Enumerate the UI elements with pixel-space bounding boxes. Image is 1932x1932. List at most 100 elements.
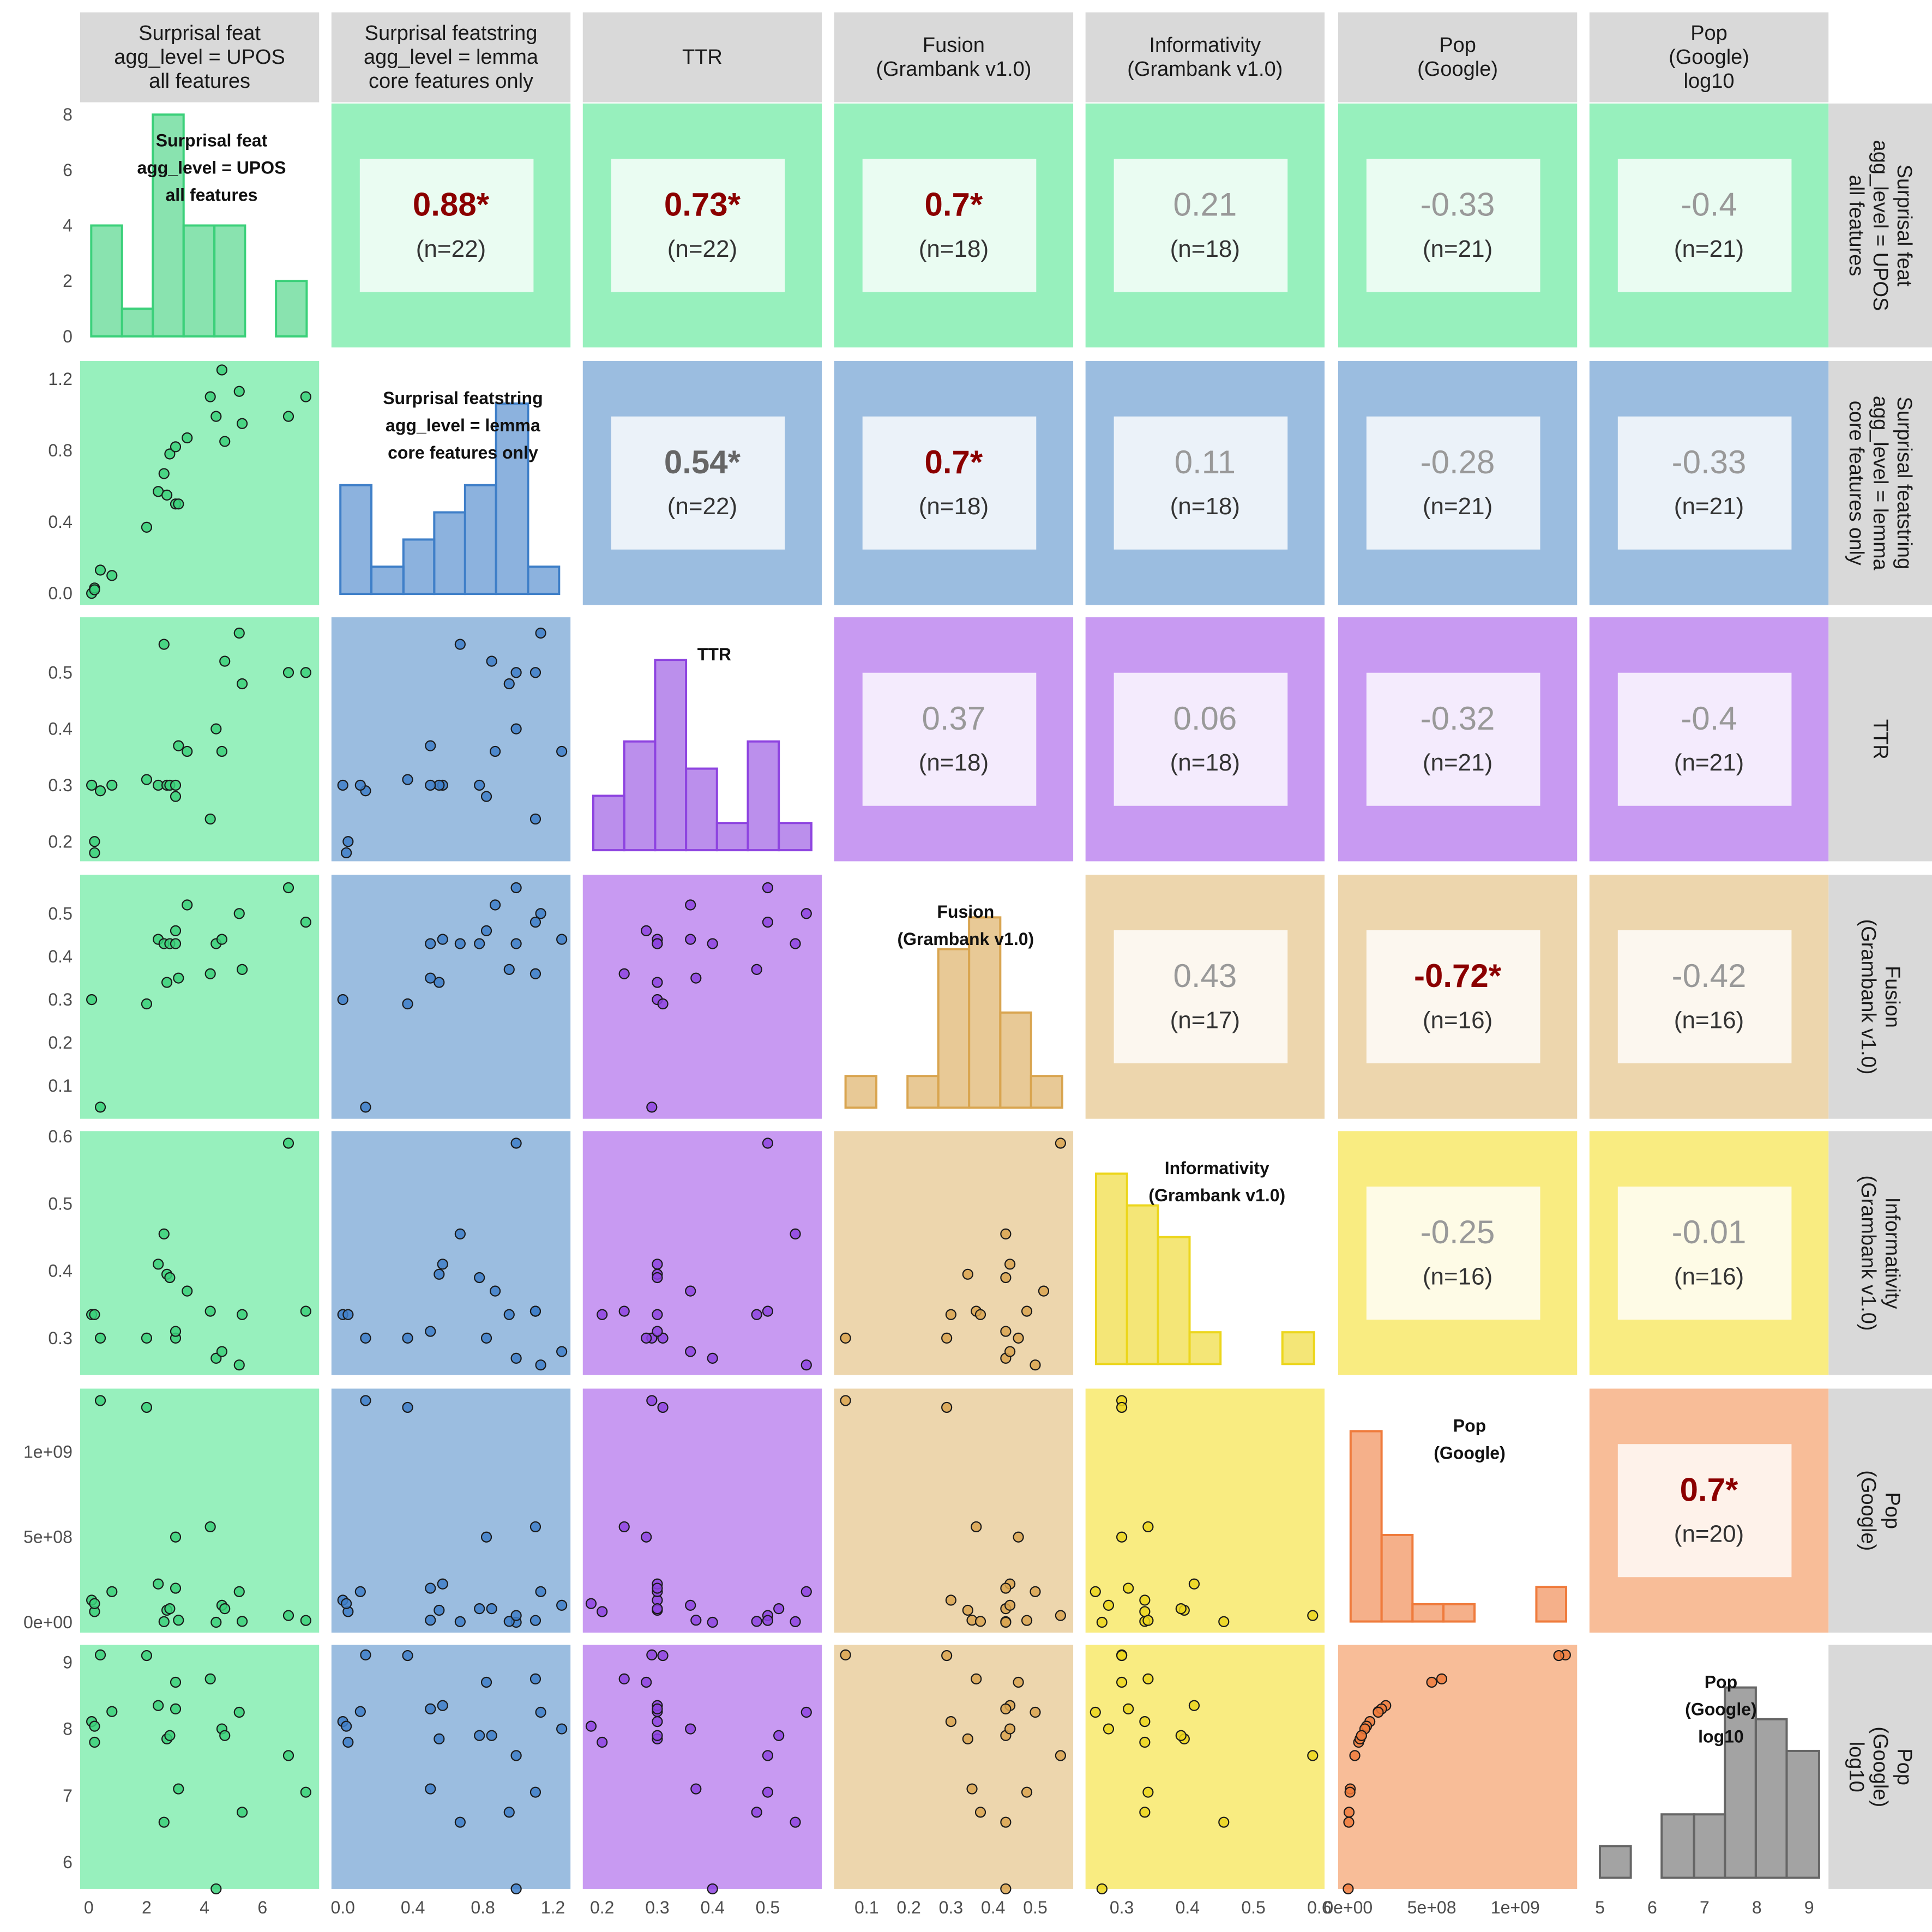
scatter-point xyxy=(434,1604,445,1616)
header-label: Informativity xyxy=(1149,34,1261,57)
scatter-point xyxy=(233,627,245,639)
header-label: Surprisal feat xyxy=(139,22,261,45)
y-tick-label: 0.4 xyxy=(48,1261,72,1281)
scatter-point xyxy=(1055,1610,1066,1621)
x-tick-label: 0.4 xyxy=(401,1898,425,1917)
scatter-point xyxy=(474,1272,485,1284)
diagonal-label: Fusion xyxy=(937,902,994,922)
row-label: Pop(Google)log10 xyxy=(1845,1726,1916,1807)
correlation-box xyxy=(1617,1186,1792,1320)
y-tick-label: 1e+09 xyxy=(23,1442,73,1461)
row-label-line: all features xyxy=(1845,175,1868,276)
scatter-point xyxy=(89,836,100,847)
correlation-n: (n=18) xyxy=(1170,749,1240,776)
scatter-point xyxy=(690,972,702,984)
scatter-point xyxy=(233,386,245,397)
scatter-point xyxy=(86,994,98,1006)
row-label-line: Surprisal feat xyxy=(1893,165,1916,287)
row-label-line: Pop xyxy=(1881,1492,1904,1529)
correlation-value: -0.01 xyxy=(1672,1214,1747,1250)
header-strip xyxy=(834,12,1074,103)
scatter-point xyxy=(354,779,366,791)
scatter-point xyxy=(618,1673,630,1684)
scatter-point xyxy=(510,723,522,735)
y-tick-label: 1.2 xyxy=(48,369,72,389)
y-tick-label: 5e+08 xyxy=(23,1527,73,1547)
scatter-point xyxy=(1142,1615,1154,1626)
correlation-value: 0.7* xyxy=(1680,1471,1738,1508)
scatter-point xyxy=(1139,1736,1151,1748)
scatter-point xyxy=(1000,1816,1012,1828)
scatter-point xyxy=(434,977,445,988)
scatter-point xyxy=(216,745,228,757)
histogram-bar xyxy=(1724,1686,1757,1879)
histogram-bar xyxy=(654,659,688,852)
row-strip xyxy=(1828,617,1932,862)
row-label-line: Pop xyxy=(1893,1748,1916,1785)
correlation-value: -0.28 xyxy=(1421,444,1495,480)
scatter-panel xyxy=(582,1388,822,1633)
scatter-point xyxy=(236,1309,248,1320)
scatter-point xyxy=(161,977,173,988)
scatter-point xyxy=(790,1616,801,1628)
scatter-point xyxy=(454,1616,466,1628)
y-tick-label: 0.5 xyxy=(48,1194,72,1213)
scatter-point xyxy=(1218,1616,1230,1628)
x-tick-label: 0.3 xyxy=(1110,1898,1134,1917)
scatter-point xyxy=(1000,1272,1012,1284)
scatter-point xyxy=(402,1332,413,1344)
scatter-point xyxy=(685,899,696,911)
row-label-line: (Google) xyxy=(1857,1470,1880,1551)
y-tick-label: 2 xyxy=(63,271,73,291)
scatter-point xyxy=(974,1616,986,1627)
scatter-point xyxy=(652,1716,663,1728)
histogram-bar xyxy=(121,308,154,338)
scatter-point xyxy=(690,1783,702,1795)
scatter-point xyxy=(425,1326,436,1337)
header-label: Pop xyxy=(1439,34,1476,57)
header-label: core features only xyxy=(369,70,533,93)
correlation-value: 0.11 xyxy=(1175,444,1236,480)
x-tick-label: 0.8 xyxy=(471,1898,495,1917)
scatter-point xyxy=(657,998,669,1010)
diagonal-label: Surprisal featstring xyxy=(383,388,543,408)
x-tick-label: 1.2 xyxy=(541,1898,565,1917)
scatter-point xyxy=(158,639,170,650)
scatter-point xyxy=(425,740,436,751)
correlation-n: (n=16) xyxy=(1674,1007,1744,1033)
scatter-point xyxy=(1373,1706,1384,1718)
correlation-box xyxy=(1366,930,1540,1064)
y-tick-label: 8 xyxy=(63,105,73,124)
scatter-point xyxy=(173,498,184,510)
scatter-point xyxy=(182,432,193,444)
x-tick-label: 0.1 xyxy=(854,1898,878,1917)
scatter-point xyxy=(437,1259,448,1270)
correlation-value: 0.7* xyxy=(925,444,983,480)
correlation-box xyxy=(862,672,1037,806)
y-tick-label: 0.1 xyxy=(48,1076,72,1096)
y-tick-label: 0.0 xyxy=(48,583,72,603)
scatter-point xyxy=(141,1650,153,1662)
scatter-panel xyxy=(80,1388,320,1633)
scatter-point xyxy=(556,745,568,757)
header-label: log10 xyxy=(1684,70,1735,93)
scatter-point xyxy=(790,1228,801,1239)
scatter-point xyxy=(164,1730,176,1741)
scatter-point xyxy=(1307,1750,1319,1761)
scatter-point xyxy=(618,968,630,979)
scatter-point xyxy=(360,1649,371,1660)
scatter-point xyxy=(707,1616,718,1628)
scatter-point xyxy=(1013,1531,1024,1543)
scatter-point xyxy=(751,1309,762,1320)
scatter-point xyxy=(233,908,245,919)
row-label: Fusion(Grambank v1.0) xyxy=(1857,919,1904,1074)
scatter-point xyxy=(597,1309,608,1320)
histogram-bar xyxy=(1157,1236,1191,1365)
scatter-point xyxy=(503,964,515,975)
scatter-panel xyxy=(582,875,822,1119)
histogram-bar xyxy=(1380,1533,1414,1623)
scatter-point xyxy=(1096,1616,1108,1628)
scatter-point xyxy=(1188,1700,1200,1711)
header-strip xyxy=(1338,12,1578,103)
row-strip xyxy=(1828,361,1932,605)
